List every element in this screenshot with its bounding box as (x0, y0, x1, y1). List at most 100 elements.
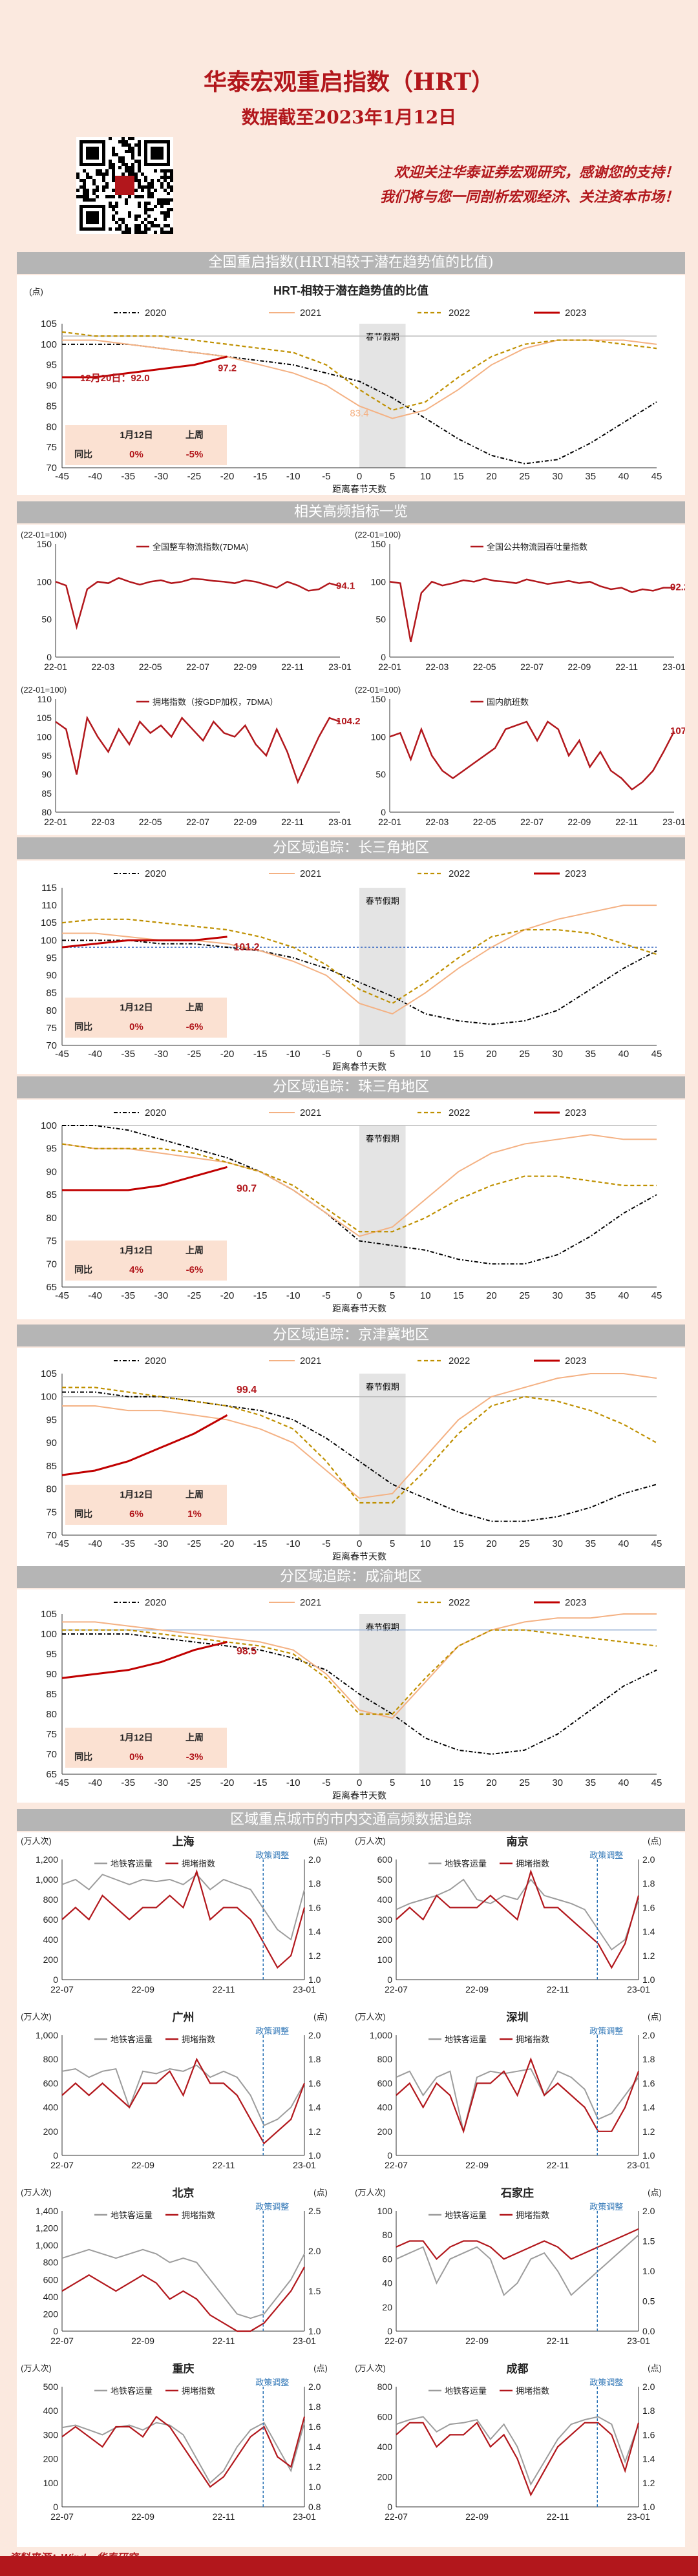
wow-label: 同比 (74, 1509, 92, 1519)
x-tick-label: -45 (55, 1049, 69, 1060)
city-left-tick: 500 (377, 1874, 393, 1885)
city-left-unit: (万人次) (355, 2012, 386, 2022)
city-x-tick: 22-11 (213, 1984, 235, 1995)
city-x-tick: 22-07 (50, 2511, 74, 2522)
city-right-tick: 2.0 (642, 1854, 655, 1865)
holiday-shade (359, 1126, 406, 1287)
hf-x-tick: 22-01 (44, 817, 67, 827)
hf-y-tick: 85 (41, 788, 52, 799)
wow-yoy: 0% (129, 1752, 143, 1763)
city-x-tick: 22-11 (213, 2511, 235, 2522)
series-line-2023 (62, 355, 227, 379)
city-left-tick: 400 (43, 2102, 59, 2113)
city-congestion-line (396, 2228, 639, 2261)
city-right-unit: (点) (648, 2012, 662, 2022)
y-tick-label: 65 (46, 1769, 57, 1780)
last-value-label: 101.2 (234, 942, 260, 953)
x-tick-label: 45 (651, 1290, 662, 1301)
panel-yrd: 春节假期 70 75 80 85 90 95 100 105 110 115 -45 -40 -35 -30… (17, 861, 685, 1074)
legend-label-2022: 2022 (449, 1356, 470, 1367)
wow-yoy: 4% (129, 1264, 143, 1275)
legend-label-2023: 2023 (565, 1107, 586, 1118)
hf-y-tick: 110 (37, 694, 52, 704)
city-legend-metro: 地铁客运量 (111, 2035, 153, 2044)
city-right-tick: 1.4 (308, 2442, 321, 2452)
x-axis-title: 距离春节天数 (332, 1303, 386, 1314)
city-legend-cong: 拥堵指数 (516, 1859, 549, 1869)
x-tick-label: -40 (88, 471, 102, 482)
section-hf: 相关高频指标一览 (17, 501, 685, 523)
x-tick-label: 45 (651, 1538, 662, 1549)
y-tick-label: 85 (46, 1189, 57, 1200)
city-left-unit: (万人次) (21, 1836, 52, 1846)
y-tick-label: 90 (46, 1166, 57, 1177)
city-left-tick: 500 (43, 2382, 59, 2392)
city-x-tick: 22-11 (547, 1984, 569, 1995)
panel-cities: (万人次) (点) 上海 地铁客运量 拥堵指数 0 200 400 600 800 1,000 1,2… (17, 1832, 685, 2547)
wow-ww: 1% (187, 1509, 202, 1520)
city-left-tick: 1,000 (36, 1874, 58, 1885)
y-tick-label: 105 (41, 319, 57, 330)
x-tick-label: 15 (453, 471, 464, 482)
x-tick-label: -35 (121, 1777, 135, 1788)
city-congestion-line (396, 2057, 640, 2134)
x-tick-label: 5 (390, 1290, 395, 1301)
x-tick-label: 45 (651, 1049, 662, 1060)
x-tick-label: -15 (253, 1538, 268, 1549)
hf-series-line (389, 578, 674, 642)
city-left-tick: 800 (43, 2054, 59, 2064)
city-left-tick: 0 (53, 2502, 58, 2512)
hf-x-tick: 22-11 (615, 817, 638, 827)
city-name: 南京 (507, 1835, 529, 1848)
city-congestion-line (396, 2422, 640, 2497)
legend-label-2021: 2021 (300, 868, 321, 879)
x-tick-label: -30 (154, 1777, 168, 1788)
city-left-tick: 400 (377, 2442, 393, 2452)
city-right-tick: 1.8 (308, 1878, 321, 1889)
hf-title: 全国公共物流园吞吐量指数 (487, 542, 587, 552)
series-line-2021 (61, 1134, 657, 1237)
hf-x-tick: 22-05 (473, 662, 496, 672)
city-legend-cong: 拥堵指数 (182, 1859, 215, 1869)
x-tick-label: -20 (220, 1290, 235, 1301)
hf-y-tick: 50 (375, 614, 386, 625)
city-right-tick: 1.2 (642, 2478, 655, 2488)
x-tick-label: 15 (453, 1290, 464, 1301)
hf-x-tick: 23-01 (662, 817, 685, 827)
x-tick-label: -15 (253, 1777, 268, 1788)
hf-series-line (389, 720, 675, 791)
wow-label: 同比 (74, 1752, 92, 1762)
y-tick-label: 85 (46, 401, 57, 412)
city-legend-metro: 地铁客运量 (111, 2386, 153, 2396)
wow-prev: 上周 (185, 1732, 204, 1743)
x-tick-label: -40 (88, 1777, 102, 1788)
city-right-unit: (点) (648, 2188, 662, 2197)
city-congestion-line (61, 1869, 306, 1969)
hf-x-tick: 22-11 (615, 662, 638, 672)
city-left-tick: 40 (382, 2278, 392, 2288)
city-x-tick: 22-07 (385, 2336, 408, 2346)
x-tick-label: 35 (585, 1777, 596, 1788)
wow-prev: 上周 (185, 1489, 204, 1500)
wow-ww: -6% (186, 1021, 204, 1032)
city-left-unit: (万人次) (21, 2188, 52, 2197)
x-tick-label: 20 (486, 471, 497, 482)
date-line: 数据截至2023年1月12日 (241, 107, 457, 128)
x-tick-label: -25 (187, 1290, 202, 1301)
y-tick-label: 105 (41, 1609, 57, 1620)
hf-x-tick: 22-07 (186, 817, 209, 827)
last-value-label: 98.5 (237, 1646, 257, 1657)
section-national: 全国重启指数(HRT相较于潜在趋势值的比值) (17, 252, 685, 274)
city-right-tick: 2.0 (642, 2206, 655, 2216)
y-tick-label: 95 (46, 1414, 57, 1425)
hf-x-tick: 22-01 (378, 662, 401, 672)
city-left-tick: 0 (387, 2326, 392, 2336)
wow-label: 同比 (74, 1264, 92, 1275)
x-tick-label: 45 (651, 1777, 662, 1788)
x-tick-label: -35 (121, 1290, 135, 1301)
x-tick-label: 35 (585, 1049, 596, 1060)
x-tick-label: -40 (88, 1290, 102, 1301)
city-right-tick: 0.5 (642, 2296, 655, 2307)
